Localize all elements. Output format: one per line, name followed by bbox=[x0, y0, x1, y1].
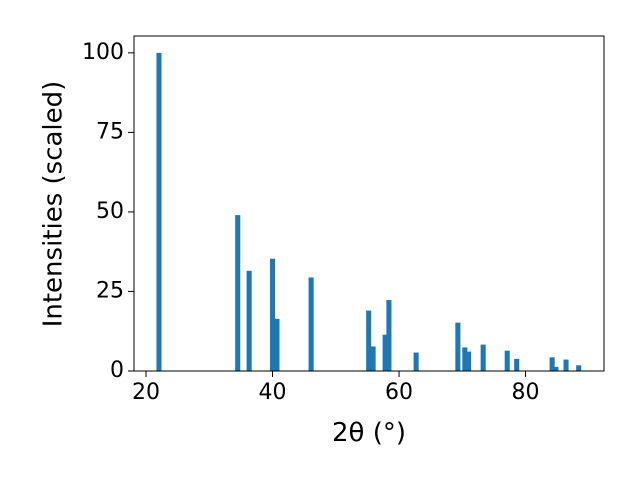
x-tick-label: 20 bbox=[132, 380, 160, 405]
x-axis-label: 2θ (°) bbox=[332, 418, 406, 448]
bar bbox=[382, 334, 388, 371]
bar bbox=[235, 215, 241, 371]
bar bbox=[270, 258, 276, 371]
bar bbox=[466, 351, 472, 371]
x-tick-label: 60 bbox=[385, 380, 413, 405]
bar bbox=[370, 346, 376, 371]
y-tick-label: 50 bbox=[96, 199, 124, 224]
bar bbox=[455, 322, 461, 371]
bar bbox=[246, 270, 252, 371]
bar bbox=[462, 347, 468, 371]
bar bbox=[413, 352, 419, 371]
plot-frame bbox=[133, 35, 605, 372]
x-tick-label: 40 bbox=[259, 380, 287, 405]
bar bbox=[514, 358, 520, 371]
bar bbox=[549, 357, 555, 371]
y-tick-label: 100 bbox=[82, 40, 124, 65]
bar bbox=[576, 365, 582, 371]
bar bbox=[308, 277, 314, 371]
bar bbox=[480, 344, 486, 371]
bar bbox=[274, 318, 280, 371]
bar bbox=[366, 310, 372, 371]
x-tick-label: 80 bbox=[512, 380, 540, 405]
y-tick-label: 25 bbox=[96, 278, 124, 303]
bar bbox=[156, 52, 162, 371]
bar bbox=[563, 359, 569, 371]
y-tick-label: 0 bbox=[110, 358, 124, 383]
bar bbox=[553, 366, 559, 371]
bar bbox=[386, 300, 392, 371]
y-axis-label: Intensities (scaled) bbox=[39, 81, 69, 328]
bar bbox=[504, 350, 510, 371]
y-tick-label: 75 bbox=[96, 119, 124, 144]
